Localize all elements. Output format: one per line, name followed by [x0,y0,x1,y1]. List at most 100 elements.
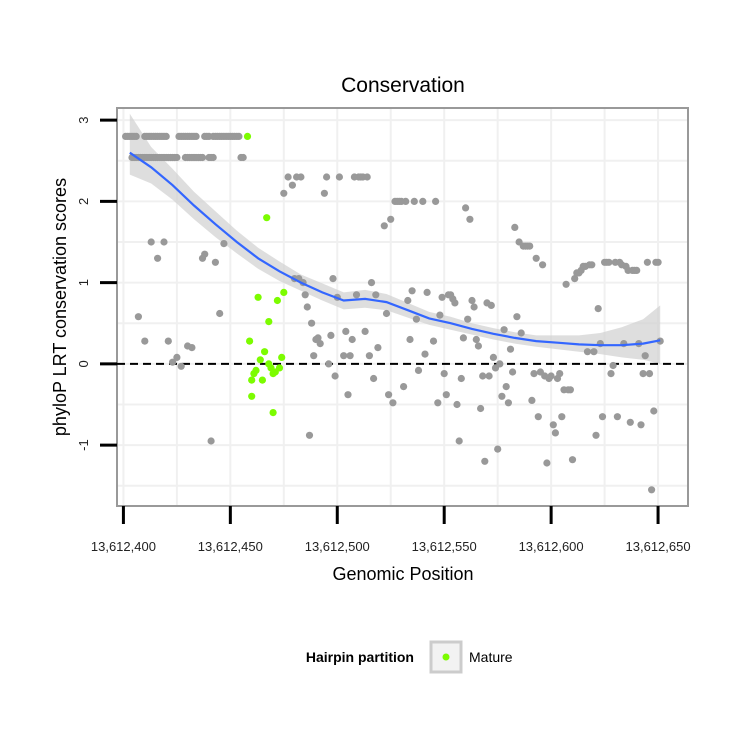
point-mature [246,337,254,345]
legend-key [429,640,463,674]
point-other [389,399,397,407]
point-other [442,391,450,399]
point-other [532,254,540,262]
point-other [508,368,517,376]
point-other [440,370,448,378]
point-other [534,413,542,421]
point-other [173,153,181,162]
point-other [305,431,314,439]
point-other [380,222,388,230]
point-other [496,360,504,368]
point-other [468,296,476,305]
point-other [188,344,196,352]
point-mature [263,214,271,222]
point-other [485,372,493,380]
point-other [419,197,427,205]
y-tick-label: 0 [76,360,91,367]
point-other [367,279,376,287]
point-other [414,366,423,374]
point-other [530,370,538,378]
point-other [598,413,607,421]
point-other [455,437,463,445]
point-other [314,334,322,342]
point-other [472,335,480,344]
point-other [494,445,502,453]
legend-title: Hairpin partition [306,649,414,665]
confidence-ribbon [129,113,661,364]
point-other [637,421,645,429]
x-tick-label: 13,612,450 [198,539,263,554]
point-other [453,400,461,409]
x-tick-label: 13,612,550 [412,539,477,554]
point-mature [254,293,262,301]
point-other [633,266,641,274]
points-mature [243,132,288,417]
panel-border [116,107,689,507]
point-other [605,258,613,266]
point-other [154,254,162,262]
point-other [432,197,440,205]
point-other [308,319,316,327]
point-mature [280,288,288,296]
point-other [549,421,557,429]
point-other [609,361,617,370]
x-tick-label: 13,612,600 [519,539,584,554]
smooth-curve [129,151,661,347]
point-other [470,303,478,311]
point-other [517,329,525,337]
gridlines [117,108,688,506]
point-other [562,280,570,288]
point-other [404,296,412,305]
point-other [374,344,382,352]
point-other [481,457,489,465]
point-other [387,215,395,223]
y-tick-label: 2 [76,198,91,205]
point-mature [265,318,273,326]
point-other [385,391,393,399]
point-other [344,391,352,399]
x-tick-label: 13,612,650 [626,539,691,554]
point-other [613,413,622,421]
point-other [650,407,658,415]
point-other [412,315,420,323]
point-other [365,352,373,360]
point-other [340,352,348,360]
point-other [220,240,228,248]
point-other [438,293,446,301]
point-other [506,345,515,353]
point-other [641,352,649,360]
point-other [459,334,467,342]
point-other [288,181,296,189]
point-other [169,358,177,366]
point-other [327,331,335,339]
point-mature [248,376,256,384]
point-other [147,238,155,246]
point-other [372,291,380,299]
point-other [645,370,654,378]
ribbon-area [129,113,661,364]
point-mature [258,376,266,384]
point-other [211,258,219,266]
point-other [451,299,459,307]
legend: Hairpin partition Mature [306,640,513,674]
point-other [370,374,378,383]
point-other [498,392,506,400]
point-other [568,456,577,464]
point-mature [252,366,260,374]
point-other [547,372,555,380]
smooth-line [129,151,661,347]
point-other [654,258,662,266]
x-tick-label: 13,612,400 [91,539,156,554]
point-other [239,153,247,162]
point-other [352,291,361,299]
point-other [284,173,292,181]
point-other [134,313,142,321]
point-other [543,459,551,467]
x-axis: 13,612,400 13,612,450 13,612,500 13,612,550… [91,506,691,554]
point-other [594,305,602,313]
point-other [329,275,337,283]
point-other [539,261,547,269]
point-other [626,418,634,426]
chart-title: Conservation [341,74,465,97]
